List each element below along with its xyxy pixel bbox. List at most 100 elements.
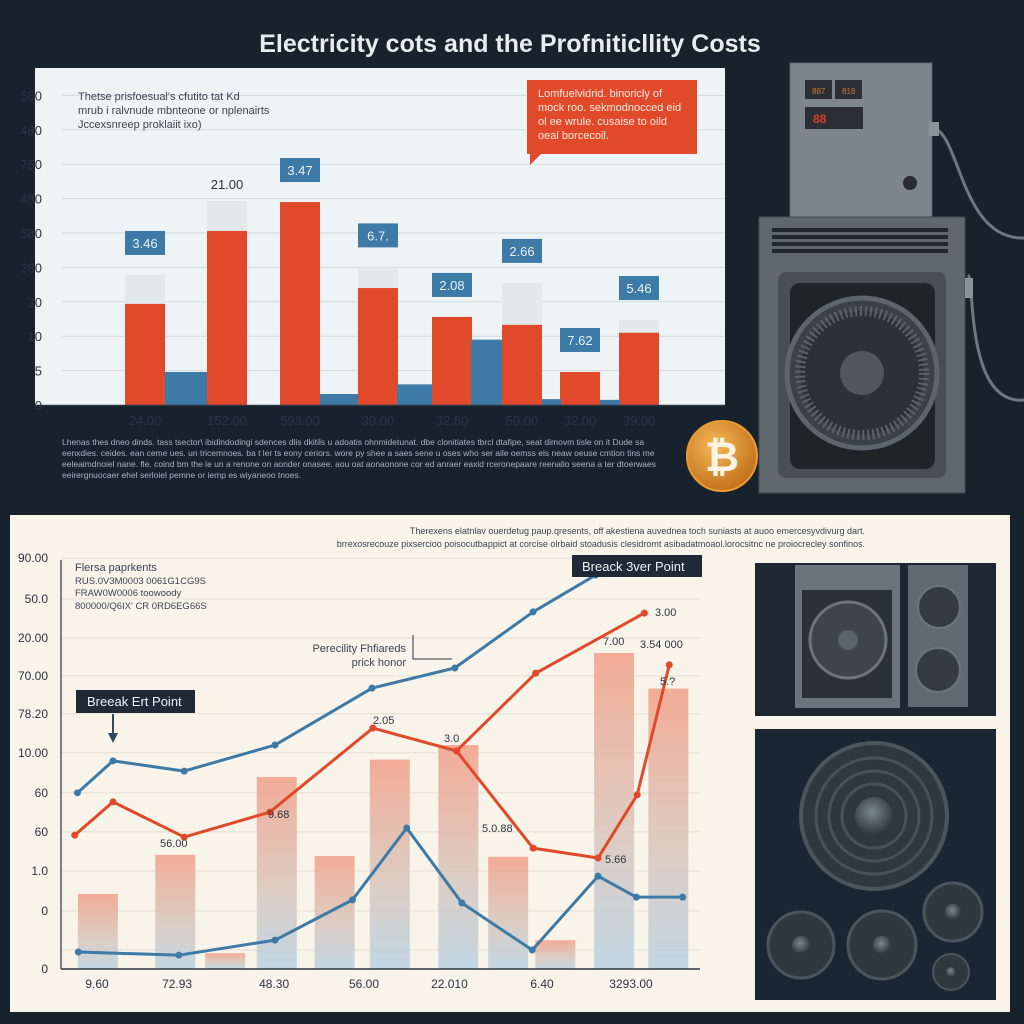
red-bar (358, 288, 398, 405)
red-bar (207, 230, 247, 405)
blue-data-point (458, 899, 466, 907)
svg-text:5.?: 5.? (660, 676, 675, 688)
x-tick-label: 24.00 (129, 413, 162, 428)
x-tick-label: 39.00 (623, 413, 656, 428)
svg-text:eenxdies. ceides. ean ceme ues: eenxdies. ceides. ean ceme ues. un trice… (62, 448, 655, 458)
x-tick-label: 22.010 (431, 977, 468, 991)
x-tick-label: 593.00 (280, 413, 320, 428)
bar (77, 893, 118, 969)
red-data-point (71, 831, 79, 839)
blue-data-point (451, 664, 459, 672)
svg-text:800000/Q6IX' CR 0RD6EG66S: 800000/Q6IX' CR 0RD6EG66S (75, 601, 207, 612)
y-tick-label: 580 (20, 88, 42, 103)
blue-data-point (368, 684, 376, 692)
svg-text:mrub i ralvnude mbnteone or np: mrub i ralvnude mbnteone or nplenairts (78, 105, 270, 117)
svg-text:Breeak Ert Point: Breeak Ert Point (87, 694, 182, 709)
blue-data-point (74, 948, 82, 956)
svg-text:56.00: 56.00 (160, 838, 188, 850)
blue-data-point (679, 893, 687, 901)
data-label: 3.47 (287, 163, 312, 178)
y-tick-label: 1.0 (31, 864, 48, 878)
red-bar (125, 303, 165, 405)
blue-series-line (78, 826, 683, 957)
blue-data-point (271, 936, 279, 944)
red-series-line (73, 611, 646, 839)
data-label-box (358, 223, 398, 248)
x-tick-label: 32.00 (564, 413, 597, 428)
svg-text:eeleaimdnoiel nane. fle. coind: eeleaimdnoiel nane. fle. coind bm the le… (62, 459, 656, 469)
blue-data-point (180, 767, 188, 775)
x-tick-label: 152.00 (207, 413, 247, 428)
red-data-point (665, 661, 673, 669)
data-label: 2.66 (509, 244, 534, 259)
data-label: 6.7. (367, 228, 389, 243)
x-tick-label: 6.40 (530, 977, 554, 991)
blue-data-point (632, 893, 640, 901)
y-tick-label: 750 (20, 157, 42, 172)
y-tick-label: 580 (20, 226, 42, 241)
data-label: 3.46 (132, 236, 157, 251)
blue-data-point (109, 757, 117, 765)
break-even-label-left: Breeak Ert Point (76, 690, 195, 743)
svg-text:Breack 3ver Point: Breack 3ver Point (582, 559, 685, 574)
red-data-point (633, 791, 641, 799)
blue-data-point (529, 608, 537, 616)
red-bar (619, 332, 659, 405)
svg-text:2.05: 2.05 (373, 715, 394, 727)
red-data-point (109, 798, 117, 806)
blue-bar (471, 339, 502, 405)
bar (205, 953, 246, 969)
y-tick-label: 30 (28, 295, 42, 310)
svg-text:9.68: 9.68 (268, 809, 289, 821)
y-tick-label: 0 (41, 904, 48, 918)
blue-data-point (271, 741, 279, 749)
x-tick-label: 39.00 (362, 413, 395, 428)
svg-text:Lomfuelvidrid. binoricly of: Lomfuelvidrid. binoricly of (538, 88, 663, 100)
red-data-point (266, 808, 274, 816)
red-data-point (529, 844, 537, 852)
svg-text:RUS.0V3M0003 0061G1CG9S: RUS.0V3M0003 0061G1CG9S (75, 576, 206, 587)
bar (256, 777, 297, 969)
red-data-point (180, 833, 188, 841)
x-tick-label: 56.00 (349, 977, 379, 991)
bar (369, 759, 410, 969)
svg-text:ol ee wrule. cusaise to oild: ol ee wrule. cusaise to oild (538, 116, 667, 128)
page-title: Electricity cots and the Profniticllity … (259, 30, 761, 58)
svg-text:Perecility Fhfiareds: Perecility Fhfiareds (312, 643, 406, 655)
data-label-box (432, 272, 472, 297)
red-data-point (453, 747, 461, 755)
svg-text:887: 887 (812, 87, 826, 96)
svg-text:3.00: 3.00 (655, 607, 676, 619)
red-bar (280, 202, 320, 405)
blue-data-point (594, 872, 602, 880)
red-data-point (594, 854, 602, 862)
y-tick-label: 50.0 (25, 592, 49, 606)
blue-data-point (348, 896, 356, 904)
x-tick-label: 72.93 (162, 977, 192, 991)
bottom-note: Perecility Fhfiareds prick honor (312, 635, 452, 669)
blue-bar (542, 399, 561, 405)
blue-data-point (175, 951, 183, 959)
red-data-point (369, 724, 377, 732)
y-tick-label: 280 (20, 260, 42, 275)
svg-text:Flersa paprkents: Flersa paprkents (75, 562, 157, 574)
y-tick-label: 78.20 (18, 707, 48, 721)
data-label-box (560, 327, 600, 352)
svg-text:Jccexsnreep proklaiit ixo): Jccexsnreep proklaiit ixo) (78, 119, 202, 131)
svg-text:₿: ₿ (705, 433, 739, 480)
x-tick-label: 3293.00 (609, 977, 653, 991)
blue-bar (320, 393, 358, 405)
data-label-box (619, 276, 659, 301)
top-footer: Lhenas thes dneo dinds. tass tsector\ ib… (62, 437, 656, 480)
svg-text:eeirergnuocaer ehel serloiel p: eeirergnuocaer ehel serloiel pemne or ie… (62, 470, 301, 480)
svg-text:7.00: 7.00 (603, 636, 624, 648)
data-label: 2.08 (439, 278, 464, 293)
red-bar (502, 324, 542, 405)
svg-text:5.0.88: 5.0.88 (482, 823, 513, 835)
red-data-point (640, 609, 648, 617)
mining-rig-image: 887 818 88 (758, 62, 1024, 494)
y-tick-label: 10.00 (18, 746, 48, 760)
blue-data-point (73, 789, 81, 797)
red-data-point (532, 669, 540, 677)
